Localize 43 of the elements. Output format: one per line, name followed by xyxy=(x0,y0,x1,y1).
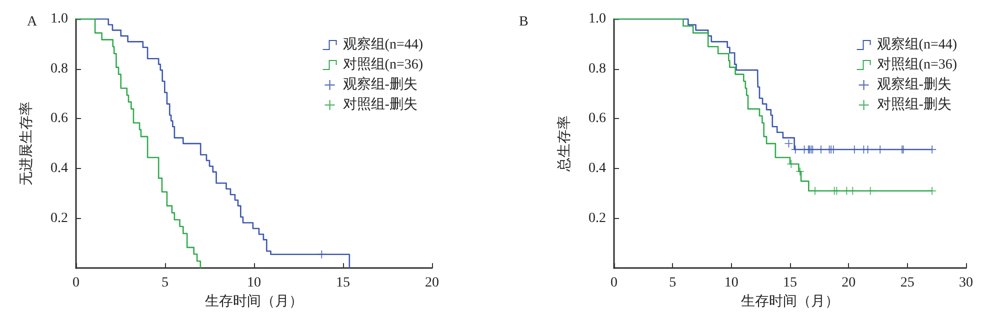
y-tick-label: 0.8 xyxy=(588,61,606,76)
x-tick-label: 5 xyxy=(669,276,676,291)
legend-label: 观察组(n=44) xyxy=(876,36,958,52)
x-tick-label: 0 xyxy=(72,276,80,291)
legend-label: 对照组-删失 xyxy=(342,96,418,112)
y-tick-label: 0.6 xyxy=(588,111,606,126)
point xyxy=(928,186,936,195)
y-tick-label: 0.4 xyxy=(50,160,68,176)
chart-title: A xyxy=(27,14,38,30)
y-tick-label: 0.4 xyxy=(588,160,606,176)
point xyxy=(866,186,874,195)
y-tick-label: 0.2 xyxy=(50,210,68,226)
legend-label: 观察组-删失 xyxy=(342,76,418,92)
y-tick-label: 0.8 xyxy=(50,61,68,76)
x-tick-label: 0 xyxy=(610,276,618,291)
legend-label: 观察组-删失 xyxy=(876,76,952,92)
x-tick-label: 5 xyxy=(162,276,168,291)
legend-label: 对照组(n=36) xyxy=(342,56,424,72)
y-tick-label: 1.0 xyxy=(588,12,606,26)
y-axis-title: 无进展生存率 xyxy=(18,102,34,186)
legend-label: 对照组-删失 xyxy=(876,96,952,112)
x-axis-title: 生存时间（月） xyxy=(741,294,839,310)
legend-label: 观察组(n=44) xyxy=(342,36,424,52)
x-tick-label: 10 xyxy=(724,276,738,291)
chart-title: B xyxy=(519,14,528,30)
y-tick-label: 0.6 xyxy=(50,111,68,126)
x-tick-label: 15 xyxy=(336,276,350,291)
x-tick-label: 25 xyxy=(900,276,914,291)
point xyxy=(810,186,819,195)
x-tick-label: 15 xyxy=(783,276,797,291)
y-tick-label: 0.2 xyxy=(588,210,606,226)
x-tick-label: 10 xyxy=(247,276,261,291)
point xyxy=(832,186,841,195)
x-tick-label: 20 xyxy=(842,276,856,291)
point xyxy=(784,140,793,148)
x-tick-label: 20 xyxy=(425,276,439,291)
x-axis-title: 生存时间（月） xyxy=(205,294,303,310)
legend-label: 对照组(n=36) xyxy=(876,56,958,72)
x-tick-label: 30 xyxy=(959,276,973,291)
point xyxy=(848,186,857,195)
y-tick-label: 1.0 xyxy=(50,12,68,26)
y-axis-title: 总生存率 xyxy=(556,116,572,173)
point xyxy=(796,167,804,176)
